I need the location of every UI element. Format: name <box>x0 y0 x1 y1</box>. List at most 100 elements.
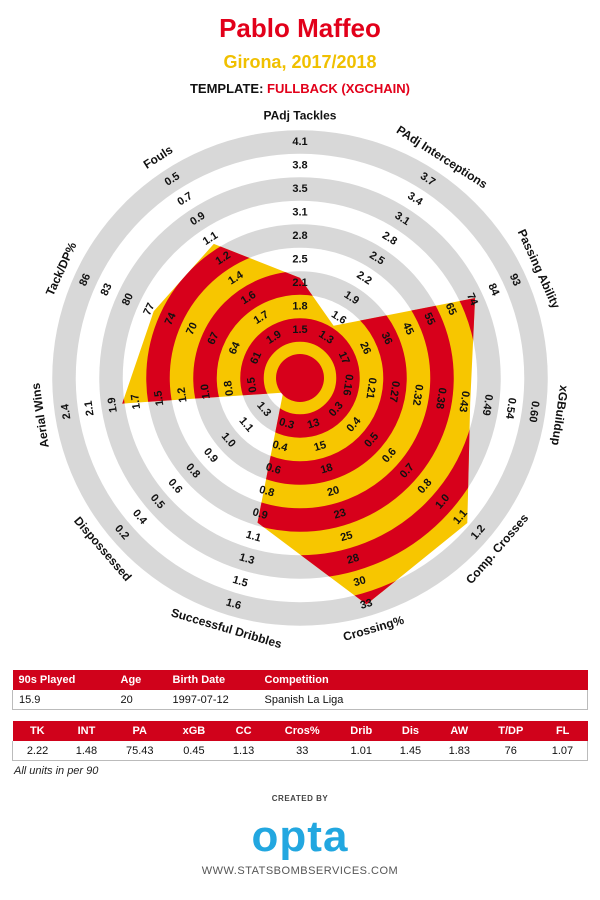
tick-label: 18 <box>319 462 334 477</box>
tick-label: 2.1 <box>83 400 97 417</box>
tick-label: 3.1 <box>292 206 307 218</box>
stats-column: FL <box>537 721 588 741</box>
tick-label: 84 <box>485 282 501 299</box>
tick-label: 80 <box>120 291 136 307</box>
tick-label: 1.5 <box>292 324 307 336</box>
tick-label: 0.49 <box>480 393 495 416</box>
radar-chart: Pablo Maffeo Girona, 2017/2018 TEMPLATE:… <box>28 13 571 651</box>
tick-label: 28 <box>346 552 361 567</box>
tick-label: 1.5 <box>231 574 249 590</box>
center-dot <box>276 354 324 402</box>
tick-label: 45 <box>400 321 416 337</box>
tick-label: 64 <box>227 339 243 356</box>
brand-logo: opta <box>251 812 349 861</box>
info-column: 90s Played <box>12 670 115 690</box>
band <box>240 318 360 438</box>
stats-column: T/DP <box>483 721 538 741</box>
info-row: 15.9 20 1997-07-12 Spanish La Liga <box>12 690 588 710</box>
tick-label: 1.3 <box>238 551 256 567</box>
template: FULLBACK (XGCHAIN) <box>267 81 410 96</box>
tick-label: 74 <box>163 310 179 327</box>
subtitle: Girona, 2017/2018 <box>223 52 376 72</box>
info-cell: 20 <box>114 690 167 710</box>
tick-label: 1.0 <box>199 383 213 400</box>
template-line: TEMPLATE: FULLBACK (XGCHAIN) <box>190 81 410 96</box>
tick-label: 1.7 <box>129 393 143 410</box>
tick-label: 2.1 <box>292 277 307 289</box>
tick-label: 0.54 <box>503 397 518 421</box>
created-by: CREATED BY <box>271 794 329 803</box>
tick-label: 83 <box>99 282 115 298</box>
stats-column: AW <box>434 721 484 741</box>
info-cell: 1997-07-12 <box>166 690 259 710</box>
tick-label: 1.2 <box>176 386 190 403</box>
stats-column: Dis <box>386 721 435 741</box>
stats-cell: 1.83 <box>434 741 484 761</box>
tick-label: 55 <box>421 311 437 327</box>
tick-label: 1.9 <box>106 396 120 413</box>
tick-label: 4.1 <box>292 136 307 148</box>
template-label: TEMPLATE: <box>190 81 263 96</box>
tick-label: 77 <box>141 301 157 317</box>
info-table: 90s Played Age Birth Date Competition 15.9 2… <box>12 670 588 710</box>
stats-column: Cros% <box>268 721 337 741</box>
tick-label: 0.8 <box>258 484 276 500</box>
stats-cell: 75.43 <box>110 741 169 761</box>
stats-cell: 1.01 <box>336 741 387 761</box>
tick-label: 0.38 <box>433 387 448 410</box>
stats-column: TK <box>12 721 63 741</box>
tick-label: 17 <box>336 350 352 366</box>
info-column: Birth Date <box>166 670 259 690</box>
tick-label: 0.8 <box>222 380 236 397</box>
stats-cell: 33 <box>268 741 337 761</box>
tick-label: 15 <box>313 439 328 454</box>
band <box>193 271 407 485</box>
tick-label: 0.9 <box>251 506 269 522</box>
stats-cell: 2.22 <box>12 741 63 761</box>
tick-label: 2.5 <box>292 253 307 265</box>
tick-label: 1.5 <box>152 390 166 407</box>
tick-label: 33 <box>359 597 374 612</box>
stats-cell: 1.45 <box>386 741 435 761</box>
tick-label: 30 <box>352 574 367 589</box>
tick-label: 0.43 <box>456 390 471 413</box>
tick-label: 86 <box>77 272 93 288</box>
stats-column: xGB <box>168 721 220 741</box>
tick-label: 3.8 <box>292 159 307 171</box>
tick-label: 0.21 <box>363 377 378 400</box>
tick-label: 0.16 <box>340 373 355 396</box>
tick-label: 61 <box>248 350 264 366</box>
info-cell: 15.9 <box>12 690 115 710</box>
footnote: All units in per 90 <box>14 765 99 777</box>
tick-label: 23 <box>332 507 347 522</box>
title: Pablo Maffeo <box>219 13 381 43</box>
stats-cell: 1.48 <box>62 741 111 761</box>
stats-table: TK INT PA xGB CC Cros% Drib Dis AW T/DP FL 2.22 1.4… <box>12 721 588 761</box>
tick-label: 2.8 <box>292 230 307 242</box>
tick-label: 0.4 <box>271 439 290 455</box>
axis-label: xGBuildup <box>549 384 571 446</box>
stats-cell: 1.07 <box>537 741 588 761</box>
stats-header: TK INT PA xGB CC Cros% Drib Dis AW T/DP FL <box>12 721 588 741</box>
stats-cell: 1.13 <box>219 741 268 761</box>
info-column: Age <box>114 670 167 690</box>
stats-column: Drib <box>336 721 387 741</box>
band <box>146 243 454 532</box>
stats-column: PA <box>110 721 169 741</box>
stats-row: 2.22 1.48 75.43 0.45 1.13 33 1.01 1.45 1.83 76 1.0… <box>12 741 588 761</box>
tick-label: 25 <box>339 529 354 544</box>
tick-label: 26 <box>357 340 373 356</box>
tick-label: 0.32 <box>410 383 425 406</box>
stats-column: INT <box>62 721 111 741</box>
tick-label: 36 <box>378 330 394 346</box>
tick-label: 65 <box>443 301 459 317</box>
tick-label: 67 <box>205 330 221 346</box>
tick-label: 20 <box>326 484 341 499</box>
website: WWW.STATSBOMBSERVICES.COM <box>201 865 399 877</box>
info-header: 90s Played Age Birth Date Competition <box>12 670 588 690</box>
stats-cell: 76 <box>483 741 538 761</box>
tick-label: 13 <box>306 416 321 431</box>
axis-label: Aerial Wins <box>28 382 51 449</box>
tick-label: 0.3 <box>277 416 295 432</box>
